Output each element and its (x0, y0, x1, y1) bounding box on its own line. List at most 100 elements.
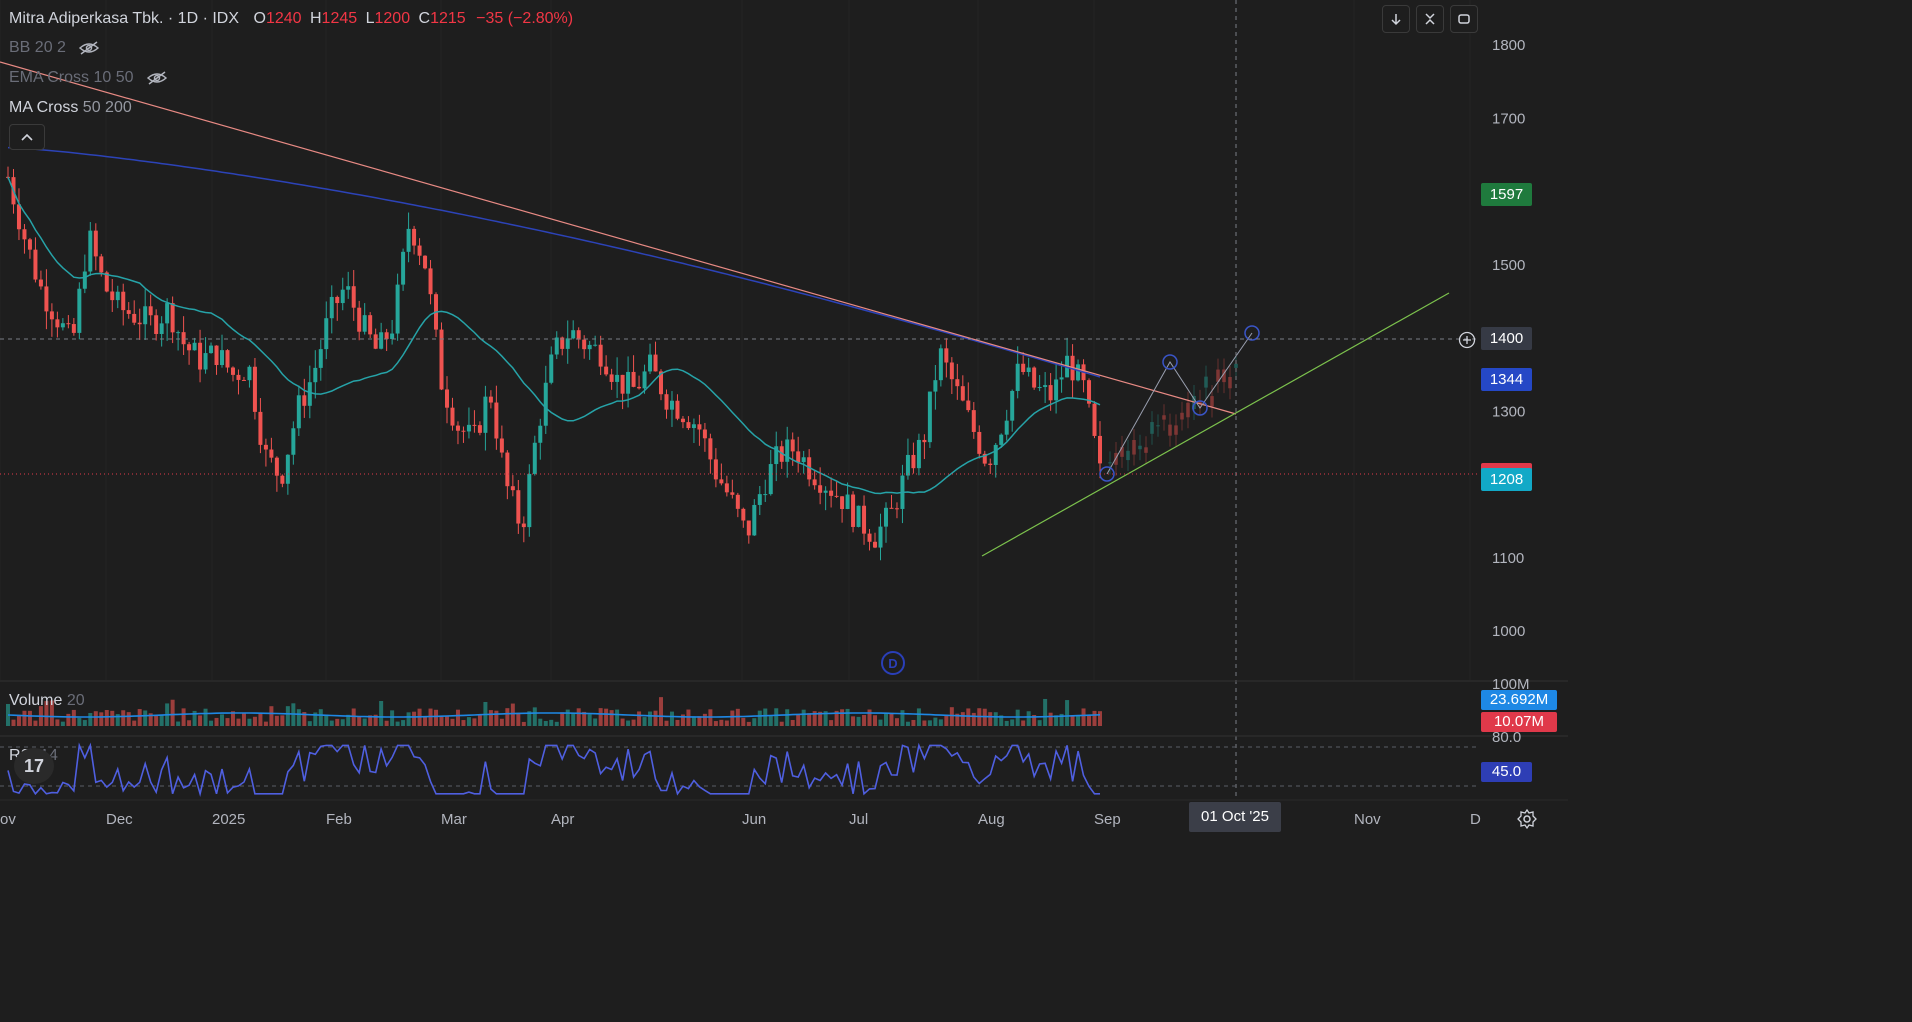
indicator-ema-cross[interactable]: EMA Cross 10 50 (9, 69, 168, 87)
indicator-ma-cross[interactable]: MA Cross 50 200 (9, 99, 132, 117)
volume-bar (735, 708, 740, 726)
volume-bar (44, 701, 49, 726)
candle-body (291, 428, 296, 455)
volume-bar (746, 721, 751, 726)
candle-body (664, 394, 669, 410)
candle-body (933, 380, 938, 392)
maximize-button[interactable] (1450, 5, 1478, 33)
candle-body (1048, 385, 1053, 401)
volume-bar (6, 703, 10, 726)
candle-body (538, 425, 543, 443)
candle-body (318, 349, 323, 368)
volume-bar (11, 719, 16, 726)
candle-body (867, 533, 872, 542)
candle-body (362, 315, 367, 332)
volume-bar (1026, 711, 1031, 726)
volume-bar (949, 707, 954, 726)
volume-bar (434, 709, 439, 726)
add-alert-button[interactable] (1455, 328, 1479, 352)
candle-body (757, 494, 762, 505)
candle-body (532, 442, 537, 474)
volume-bar (390, 710, 395, 726)
candle-body (1174, 425, 1178, 435)
volume-bar (905, 721, 910, 726)
candle-body (77, 288, 82, 333)
candle-body (439, 329, 444, 390)
candle-body (1076, 364, 1081, 381)
candle-body (373, 334, 378, 349)
candle-body (423, 255, 428, 269)
candle-body (1126, 450, 1130, 461)
volume-bar (1015, 709, 1020, 726)
gridlines (0, 0, 1470, 680)
volume-bar (269, 706, 274, 726)
volume-legend[interactable]: Volume 20 (9, 692, 85, 710)
volume-param: 20 (66, 692, 85, 709)
volume-bar (1054, 715, 1059, 726)
candle-body (230, 367, 235, 375)
symbol-name[interactable]: Mitra Adiperkasa Tbk. (9, 10, 164, 27)
collapse-button[interactable] (1416, 5, 1444, 33)
chart-canvas[interactable]: 1800 1700 1500 1300 1100 1000 100M ov Dec 2025 Fe… (0, 0, 1568, 838)
volume-bar (384, 720, 389, 726)
gear-icon[interactable] (1516, 808, 1538, 830)
pattern-drawing[interactable] (1106, 332, 1253, 475)
volume-bar (55, 719, 60, 726)
eye-hidden-icon[interactable] (78, 40, 100, 56)
volume-bar (664, 720, 669, 726)
candle-body (982, 453, 987, 464)
candle-body (170, 303, 175, 333)
candle-body (1204, 376, 1208, 388)
uptrend-line[interactable] (981, 292, 1450, 557)
candle-body (1186, 402, 1190, 418)
candle-body (324, 318, 329, 350)
volume-bar (346, 714, 351, 726)
price-tick-label: 1100 (1492, 550, 1524, 567)
volume-bar (532, 707, 537, 726)
collapse-legend-button[interactable] (9, 124, 45, 150)
candle-body (527, 473, 532, 528)
pattern-points[interactable] (1099, 325, 1260, 482)
pattern-point (1244, 325, 1260, 341)
candle-body (1098, 435, 1102, 464)
eye-hidden-icon[interactable] (146, 70, 168, 86)
bb-name: BB (9, 39, 31, 56)
volume-bar (686, 709, 691, 726)
candle-body (894, 508, 899, 510)
candle-body (812, 479, 817, 486)
candle-body (1222, 369, 1226, 383)
candle-body (302, 395, 307, 406)
volume-bar (137, 709, 142, 726)
volume-bar (466, 717, 471, 726)
candle-body (653, 354, 658, 372)
plus-circle-icon (1458, 331, 1476, 349)
time-axis-labels: ov Dec 2025 Feb Mar Apr Jun Jul Aug Sep Nov D (0, 811, 1481, 828)
candle-body (60, 323, 65, 328)
interval-label[interactable]: 1D (177, 10, 199, 27)
candle-body (1043, 385, 1048, 388)
candle-body (38, 279, 43, 287)
candle-body (165, 303, 170, 324)
volume-bar (49, 700, 54, 726)
volume-bar (900, 710, 905, 726)
candle-body (329, 296, 334, 319)
ema-params: 10 50 (93, 69, 134, 86)
indicator-bb[interactable]: BB 20 2 (9, 39, 100, 57)
volume-bar (461, 720, 466, 726)
candle-body (735, 494, 740, 509)
volume-bar (159, 715, 164, 726)
volume-bar (362, 718, 367, 726)
volume-bar (1065, 700, 1070, 726)
scroll-down-button[interactable] (1382, 5, 1410, 33)
volume-bar (812, 711, 817, 726)
candle-body (1138, 445, 1142, 450)
candle-body (790, 439, 795, 452)
dividend-marker[interactable]: D (881, 651, 905, 675)
volume-bar (911, 719, 916, 726)
downtrend-line[interactable] (0, 61, 1237, 415)
tradingview-logo[interactable]: 17 (14, 748, 54, 784)
volume-bar (1098, 711, 1102, 726)
volume-bar (329, 720, 334, 726)
candle-body (22, 229, 27, 240)
candle-body (823, 490, 828, 493)
